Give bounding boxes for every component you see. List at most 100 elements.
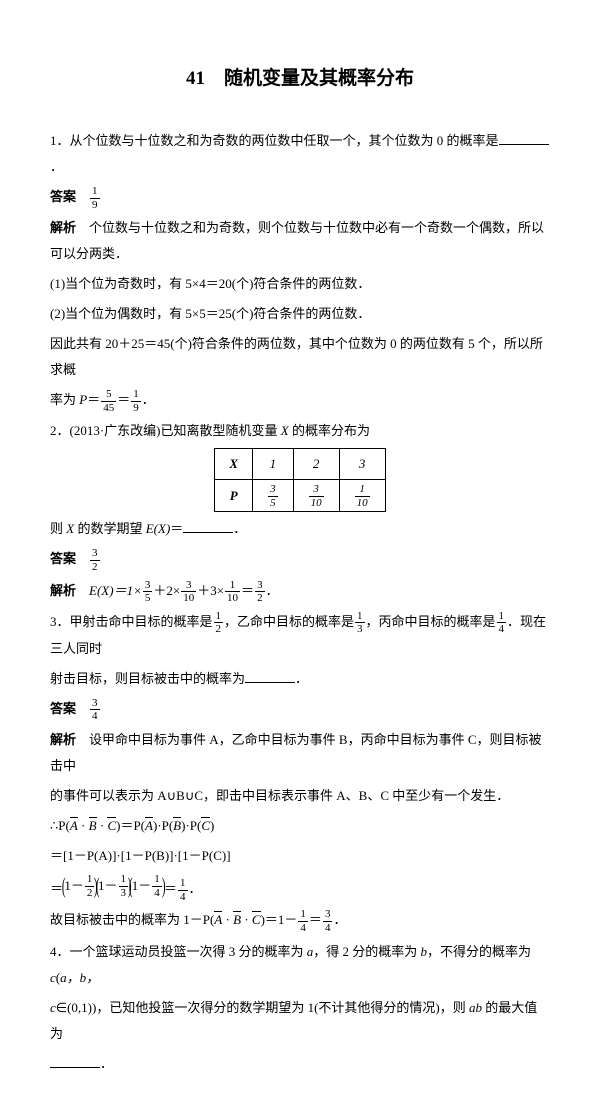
t1n: 3 xyxy=(143,579,153,593)
q1-text: 1．从个位数与十位数之和为奇数的两位数中任取一个，其个位数为 0 的概率是 xyxy=(50,133,499,148)
q1-ans-num: 1 xyxy=(90,185,100,199)
tbl-p3: 110 xyxy=(339,480,385,512)
l1c: )·P( xyxy=(153,818,173,833)
Cbar3: C xyxy=(252,911,261,926)
q3-line2: ＝[1－P(A)]·[1－P(B)]·[1－P(C)] xyxy=(50,843,550,869)
q3-exp1-row: 解析 设甲命中目标为事件 A，乙命中目标为事件 B，丙命中目标为事件 C，则目标… xyxy=(50,727,550,779)
q1-exp2: (1)当个位为奇数时，有 5×4＝20(个)符合条件的两位数． xyxy=(50,271,550,297)
q1-exp1-row: 解析 个位数与十位数之和为奇数，则个位数与十位数中必有一个奇数一个偶数，所以可以… xyxy=(50,215,550,267)
q1-answer: 答案 19 xyxy=(50,184,550,211)
q2-answer: 答案 32 xyxy=(50,546,550,573)
q1-exp4b-row: 率为 P＝545＝19． xyxy=(50,387,550,414)
q2-calc: E(X)＝1× xyxy=(89,583,142,598)
q2-EX: E(X) xyxy=(146,521,171,536)
q2-eq: ＝ xyxy=(170,521,183,536)
Abar1: A xyxy=(70,817,78,832)
t2d: 10 xyxy=(181,592,196,605)
q1-dot: ． xyxy=(142,392,155,407)
q3-stem1: 3．甲射击命中目标的概率是12，乙命中目标的概率是13，丙命中目标的概率是14．… xyxy=(50,609,550,662)
q2-exp: 解析 E(X)＝1×35＋2×310＋3×110＝32． xyxy=(50,578,550,605)
l3eq2: ＝ xyxy=(164,881,177,896)
cd: 4 xyxy=(298,922,308,935)
l1d: )·P( xyxy=(181,818,201,833)
m3: － xyxy=(138,873,151,899)
q2-then-text: 则 xyxy=(50,521,66,536)
sp2: · xyxy=(97,818,108,833)
q3f1d: 2 xyxy=(214,623,224,636)
Bbar3: B xyxy=(233,911,241,926)
q3-ansn: 3 xyxy=(90,697,100,711)
q3f1n: 1 xyxy=(214,610,224,624)
sp3: · xyxy=(222,912,233,927)
q1-exp3: (2)当个位为偶数时，有 5×5＝25(个)符合条件的两位数． xyxy=(50,301,550,327)
q3-t1: 3．甲射击命中目标的概率是 xyxy=(50,614,213,629)
t1d: 5 xyxy=(143,592,153,605)
l1b: )＝P( xyxy=(116,818,145,833)
q3-t3: ，丙命中目标的概率是 xyxy=(366,614,496,629)
q4t1: 4．一个篮球运动员投篮一次得 3 分的概率为 xyxy=(50,944,307,959)
p3n: 1 xyxy=(355,483,370,497)
m1: － xyxy=(71,873,84,899)
rsn: 1 xyxy=(178,877,188,891)
q3-line1: ∴P(A · B · C)＝P(A)·P(B)·P(C) xyxy=(50,813,550,839)
tbl-c2: 2 xyxy=(293,449,339,480)
q2-text: 2．(2013·广东改编)已知离散型随机变量 xyxy=(50,423,281,438)
sp1: · xyxy=(78,818,89,833)
l1a: ∴P( xyxy=(50,818,70,833)
l1e: ) xyxy=(210,818,214,833)
q3-line3: ＝(1－12)(1－13)(1－14)＝14． xyxy=(50,873,550,903)
tbl-p: P xyxy=(215,480,253,512)
Bbar2: B xyxy=(173,817,181,832)
rn: 3 xyxy=(255,579,265,593)
q3d: ． xyxy=(189,881,202,896)
tbl-c1: 1 xyxy=(253,449,294,480)
q1-blank xyxy=(499,131,549,145)
tbl-p1: 35 xyxy=(253,480,294,512)
Cbar1: C xyxy=(107,817,116,832)
q2-X2: X xyxy=(66,521,74,536)
ca: 故目标被击中的概率为 1－P( xyxy=(50,912,214,927)
q3f3n: 1 xyxy=(497,610,507,624)
q2-ansd: 2 xyxy=(90,561,100,574)
q4in: ∈(0,1))，已知他投篮一次得分的数学期望为 1(不计其他得分的情况)，则 xyxy=(56,1000,469,1015)
q3f2n: 1 xyxy=(355,610,365,624)
tbl-p2: 310 xyxy=(293,480,339,512)
q4t2: ，得 2 分的概率为 xyxy=(313,944,420,959)
q1-ans-label: 答案 xyxy=(50,189,76,204)
pl1: ＋2× xyxy=(153,583,180,598)
q4-l2: c∈(0,1))，已知他投篮一次得分的数学期望为 1(不计其他得分的情况)，则 … xyxy=(50,995,550,1047)
cdot: ． xyxy=(333,912,346,927)
q3-ans-label: 答案 xyxy=(50,701,76,716)
q4ab: ab xyxy=(469,1000,482,1015)
eq2: ＝ xyxy=(117,392,130,407)
q1-exp4b: 率为 xyxy=(50,392,79,407)
q3f3d: 4 xyxy=(497,623,507,636)
cn: 1 xyxy=(298,908,308,922)
Cbar2: C xyxy=(201,817,210,832)
q2-stem: 2．(2013·广东改编)已知离散型随机变量 X 的概率分布为 xyxy=(50,418,550,444)
q3-t5: 射击目标，则目标被击中的概率为 xyxy=(50,671,245,686)
h2n: 1 xyxy=(119,873,129,887)
p1n: 3 xyxy=(268,483,278,497)
q3f2d: 3 xyxy=(355,623,365,636)
q1-f1d: 45 xyxy=(101,402,116,415)
t3d: 10 xyxy=(225,592,240,605)
eq1: ＝ xyxy=(87,392,100,407)
q1-ans-den: 9 xyxy=(90,199,100,212)
m2: － xyxy=(105,873,118,899)
q2-ansn: 3 xyxy=(90,547,100,561)
q1-exp-label: 解析 xyxy=(50,220,76,235)
q3-exp-label: 解析 xyxy=(50,732,76,747)
h2d: 3 xyxy=(119,887,129,900)
rsd: 4 xyxy=(178,891,188,904)
h3n: 1 xyxy=(152,873,162,887)
Abar2: A xyxy=(145,817,153,832)
ceq: ＝ xyxy=(309,912,322,927)
eq3: ＝ xyxy=(241,583,254,598)
tbl-h: X xyxy=(215,449,253,480)
q2-blank xyxy=(183,519,233,533)
q1-stem: 1．从个位数与十位数之和为奇数的两位数中任取一个，其个位数为 0 的概率是． xyxy=(50,128,550,180)
q2-text2: 的概率分布为 xyxy=(289,423,370,438)
t3n: 1 xyxy=(225,579,240,593)
crn: 3 xyxy=(323,908,333,922)
